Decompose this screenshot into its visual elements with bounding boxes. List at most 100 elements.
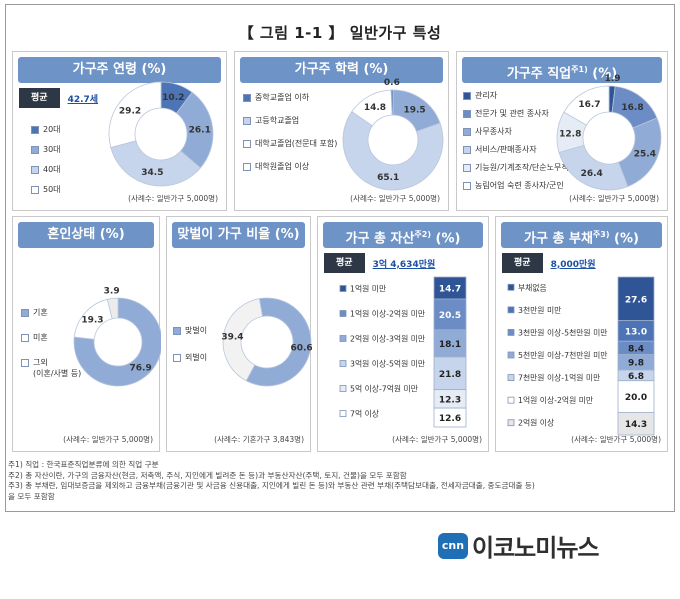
- panel-title: 가구주 학력 (%): [240, 57, 443, 83]
- legend-item: 부채없음: [518, 282, 547, 292]
- legend: 관리자 전문가 및 관련 종사자 사무종사자 서비스/판매종사자 기능원/기계조…: [463, 90, 569, 191]
- legend-swatch: [339, 410, 347, 417]
- legend-item: 사무종사자: [475, 127, 512, 136]
- legend-item: 20대: [43, 125, 61, 134]
- case-note: (사례수: 일반가구 5,000명): [63, 435, 153, 444]
- legend-item: 서비스/판매종사자: [475, 145, 537, 154]
- panel-age: 가구주 연령 (%) 평균 42.7세 20대 30대 40대 50대 10.2…: [12, 51, 227, 211]
- title-unit: (%): [592, 66, 618, 82]
- legend-swatch: [507, 329, 515, 336]
- panel-education: 가구주 학력 (%) 중학교졸업 이하 고등학교졸업 대학교졸업(전문대 포함)…: [234, 51, 449, 211]
- bar-segment: [433, 298, 467, 331]
- legend-swatch: [339, 285, 347, 292]
- legend-item-sub: (이혼/사별 등): [33, 369, 82, 378]
- legend-item: 전문가 및 관련 종사자: [475, 109, 549, 118]
- panel-marriage: 혼인상태 (%) 기혼 미혼 그외 (이혼/사별 등) 76.9 19.3 3.9 (…: [12, 216, 161, 452]
- data-label: 25.4: [634, 149, 656, 159]
- legend-item: 그외: [33, 358, 48, 367]
- legend-item: 5천만원 이상-7천만원 미만: [518, 350, 607, 360]
- donut-chart-job: 1.9 16.8 25.4 26.4 12.8 16.7: [556, 74, 662, 191]
- legend-item: 2억원 이상: [518, 418, 554, 428]
- panel-debt: 가구 총 부채주3) (%) 평균 8,000만원 27.6 13.0 8.4 9.8…: [495, 216, 668, 452]
- figure-title: 【 그림 1-1 】 일반가구 특성: [238, 24, 442, 42]
- legend-item: 중학교졸업 이하: [255, 93, 310, 102]
- legend-swatch: [339, 335, 347, 342]
- footnotes: 주1) 직업 : 한국표준직업분류에 의한 직업 구분 주2) 총 자산이란, …: [8, 460, 668, 502]
- title-unit: (%): [614, 231, 639, 247]
- data-label: 10.2: [162, 93, 184, 103]
- data-label: 21.8: [439, 370, 461, 380]
- legend-swatch: [339, 385, 347, 392]
- average-box: 평균 3억 4,634만원: [324, 253, 435, 273]
- legend-item: 3천만원 미만: [518, 305, 561, 315]
- legend-item: 외벌이: [185, 353, 208, 362]
- panel-title: 가구 총 부채주3) (%): [501, 222, 662, 248]
- legend-item: 미혼: [33, 333, 48, 342]
- legend-swatch: [507, 419, 515, 427]
- legend-item: 대학교졸업(전문대 포함): [255, 139, 338, 148]
- legend: 맞벌이 외벌이: [173, 325, 207, 363]
- panel-job: 가구주 직업주1) (%) 관리자 전문가 및 관련 종사자 사무종사자 서비스…: [456, 51, 668, 211]
- legend-item: 3천만원 이상-5천만원 미만: [518, 327, 607, 337]
- data-label: 16.8: [621, 103, 643, 113]
- data-label: 76.9: [130, 363, 152, 373]
- panel-title: 맞벌이 가구 비율 (%): [172, 222, 305, 248]
- legend-item: 기능원/기계조작/단순노무직: [475, 163, 569, 172]
- data-label: 60.6: [290, 344, 312, 354]
- data-label: 14.3: [625, 420, 647, 430]
- legend-item: 기혼: [33, 308, 48, 317]
- average-label: 평균: [324, 253, 365, 273]
- case-note: (사례수: 일반가구 5,000명): [392, 435, 482, 444]
- donut-slice: [390, 89, 394, 116]
- case-note: (사례수: 일반가구 5,000명): [350, 194, 440, 203]
- legend-item: 50대: [43, 185, 61, 194]
- donut-slice: [110, 140, 201, 187]
- stacked-bar-debt: 27.6 13.0 8.4 9.8 6.8 20.0 14.3 부채없음 3천만원 미만 3천만원…: [507, 276, 655, 436]
- legend-item: 관리자: [475, 91, 498, 100]
- title-unit: (%): [435, 231, 461, 247]
- data-label: 3.9: [104, 286, 120, 296]
- legend-item: 7천만원 이상-1억원 미만: [518, 373, 600, 383]
- logo-text: 이코노미뉴스: [472, 534, 599, 562]
- data-label: 0.6: [384, 78, 400, 88]
- legend-item: 7억 이상: [350, 409, 379, 419]
- donut-slice: [108, 81, 162, 149]
- legend-item: 40대: [43, 165, 61, 174]
- case-note: (사례수: 일반가구 5,000명): [571, 435, 661, 444]
- data-label: 1.9: [605, 74, 621, 84]
- data-label: 39.4: [221, 332, 243, 342]
- publisher-logo: cnn 이코노미뉴스: [438, 528, 599, 563]
- average-label: 평균: [502, 253, 543, 273]
- data-label: 65.1: [377, 173, 399, 183]
- logo-mark-text: cnn: [441, 538, 465, 552]
- bar-segment: [433, 407, 467, 428]
- title-text: 가구 총 자산: [345, 231, 415, 247]
- donut-chart-marriage: 76.9 19.3 3.9: [73, 286, 161, 387]
- title-sup: 주2): [414, 230, 431, 239]
- legend: 중학교졸업 이하 고등학교졸업 대학교졸업(전문대 포함) 대학원졸업 이상: [243, 92, 337, 172]
- data-label: 19.3: [81, 316, 103, 326]
- case-note: (사례수: 일반가구 5,000명): [128, 194, 218, 203]
- data-label: 8.4: [628, 344, 644, 354]
- legend-swatch: [507, 306, 515, 314]
- panel-title: 가구주 연령 (%): [18, 57, 221, 83]
- data-label: 27.6: [625, 295, 647, 305]
- footnote: 을 모두 포함함: [8, 491, 55, 501]
- data-label: 13.0: [625, 327, 647, 337]
- average-box: 평균 8,000만원: [502, 253, 596, 273]
- data-label: 12.8: [559, 129, 581, 139]
- data-label: 20.0: [625, 393, 647, 403]
- title-sup: 주3): [592, 230, 610, 239]
- legend-item: 1억원 미만: [350, 284, 386, 294]
- footnote: 주2) 총 자산이란, 가구의 금융자산(현금, 저축액, 주식, 지인에게 빌…: [8, 470, 407, 480]
- data-label: 34.5: [141, 168, 163, 178]
- data-label: 6.8: [628, 372, 644, 382]
- logo-mark-icon: cnn: [438, 532, 468, 559]
- bar-segment: [433, 329, 467, 358]
- footnote: 주1) 직업 : 한국표준직업분류에 의한 직업 구분: [8, 460, 159, 469]
- average-box: 평균 42.7세: [19, 88, 98, 108]
- case-note: (사례수: 기혼가구 3,843명): [214, 435, 304, 444]
- data-label: 14.7: [439, 285, 461, 295]
- donut-slice: [558, 144, 629, 191]
- legend-item: 5억 이상-7억원 미만: [350, 384, 418, 394]
